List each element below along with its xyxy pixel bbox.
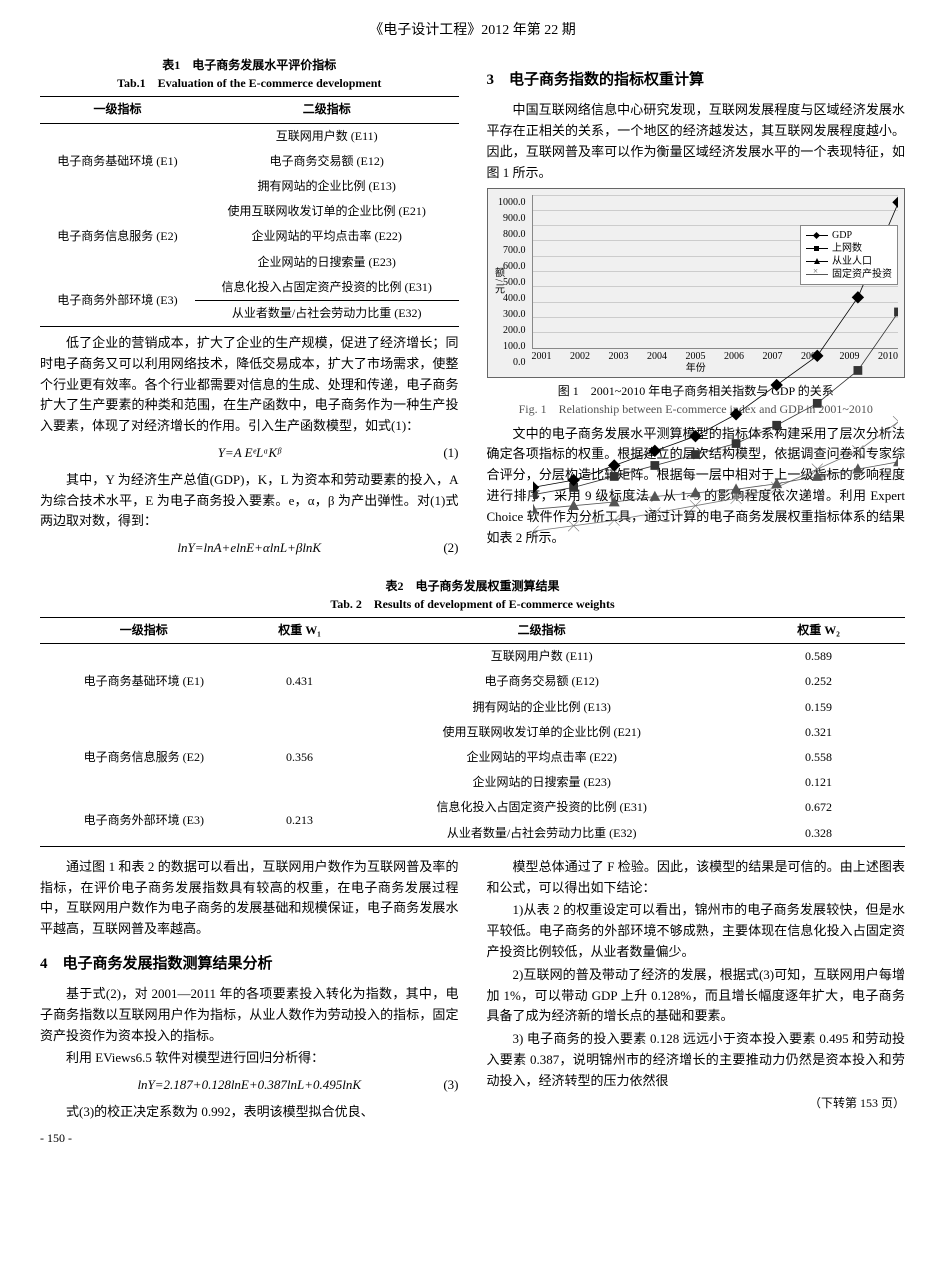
lower-left-p1: 通过图 1 和表 2 的数据可以看出，互联网用户数作为互联网普及率的指标，在评价…: [40, 857, 459, 940]
figure-1-yunit: 额/元: [490, 267, 506, 296]
table2-caption-cn: 表2 电子商务发展权重测算结果: [385, 579, 559, 593]
lower-right-p2: 1)从表 2 的权重设定可以看出，锦州市的电子商务发展较快，但是水平较低。电子商…: [487, 900, 906, 962]
lower-right-p4: 3) 电子商务的投入要素 0.128 远远小于资本投入要素 0.495 和劳动投…: [487, 1029, 906, 1091]
table1-g1-l1: 电子商务信息服务 (E2): [40, 199, 195, 275]
yt8: 200.0: [492, 323, 526, 339]
t2g1r0b: 0.321: [732, 720, 905, 745]
t2g1r1a: 企业网站的平均点击率 (E22): [351, 745, 732, 770]
table1-g0-r1: 电子商务交易额 (E12): [195, 149, 459, 174]
formula-3: lnY=2.187+0.128lnE+0.387lnL+0.495lnK (3): [40, 1075, 459, 1096]
t2g0w1: 0.431: [248, 644, 352, 720]
figure-1-xlabel: 年份: [488, 361, 905, 377]
table2: 一级指标 权重 W₁ 二级指标 权重 W₂ 电子商务基础环境 (E1) 0.43…: [40, 617, 905, 847]
table1-caption-cn: 表1 电子商务发展水平评价指标: [162, 58, 336, 72]
t2g1r2a: 企业网站的日搜索量 (E23): [351, 770, 732, 795]
t2g1w1: 0.356: [248, 720, 352, 796]
table1-g1-r1: 企业网站的平均点击率 (E22): [195, 224, 459, 249]
lg0: GDP: [832, 229, 852, 242]
formula-3-num: (3): [443, 1075, 458, 1096]
lower-columns: 通过图 1 和表 2 的数据可以看出，互联网用户数作为互联网普及率的指标，在评价…: [40, 857, 905, 1148]
section-4-title: 4 电子商务发展指数测算结果分析: [40, 952, 459, 976]
formula-1-expr: Y=A EᵉLᵅKᵝ: [218, 443, 281, 464]
t2g1r2b: 0.121: [732, 770, 905, 795]
t2g0l1: 电子商务基础环境 (E1): [40, 644, 248, 720]
yt9: 100.0: [492, 339, 526, 355]
top-columns: 表1 电子商务发展水平评价指标 Tab.1 Evaluation of the …: [40, 56, 905, 565]
table1-head-l2: 二级指标: [195, 97, 459, 123]
body-left-1-p: 低了企业的营销成本，扩大了企业的生产规模，促进了经济增长；同时电子商务又可以利用…: [40, 333, 459, 437]
formula-2: lnY=lnA+elnE+αlnL+βlnK (2): [40, 538, 459, 559]
table2-h1: 权重 W₁: [248, 618, 352, 644]
table2-h2: 二级指标: [351, 618, 732, 644]
table2-caption-en: Tab. 2 Results of development of E-comme…: [330, 597, 614, 611]
t2g0r2b: 0.159: [732, 695, 905, 720]
t2g1l1: 电子商务信息服务 (E2): [40, 720, 248, 796]
section-4-p2: 利用 EViews6.5 软件对模型进行回归分析得：: [40, 1048, 459, 1069]
figure-1-chart: 1000.0 900.0 800.0 700.0 600.0 500.0 400…: [487, 188, 906, 378]
t2g2r0b: 0.672: [732, 795, 905, 820]
yt7: 300.0: [492, 307, 526, 323]
table1-head-l1: 一级指标: [40, 97, 195, 123]
figure-1-legend: GDP 上网数 从业人口 固定资产投资: [800, 225, 898, 285]
table1-g2-r1: 从业者数量/占社会劳动力比重 (E32): [195, 300, 459, 326]
t2g2l1: 电子商务外部环境 (E3): [40, 795, 248, 846]
section-4-p1: 基于式(2)，对 2001—2011 年的各项要素投入转化为指数，其中，电子商务…: [40, 984, 459, 1046]
table1-caption-en: Tab.1 Evaluation of the E-commerce devel…: [117, 76, 381, 90]
t2g0r1b: 0.252: [732, 669, 905, 694]
t2g2w1: 0.213: [248, 795, 352, 846]
t2g2r0a: 信息化投入占固定资产投资的比例 (E31): [351, 795, 732, 820]
table1-g0-l1: 电子商务基础环境 (E1): [40, 123, 195, 199]
section-4-p3: 式(3)的校正决定系数为 0.992，表明该模型拟合优良、: [40, 1102, 459, 1123]
table2-h0: 一级指标: [40, 618, 248, 644]
t2g0r2a: 拥有网站的企业比例 (E13): [351, 695, 732, 720]
table1-g1-r2: 企业网站的日搜索量 (E23): [195, 250, 459, 275]
lower-right-p3: 2)互联网的普及带动了经济的发展，根据式(3)可知，互联网用户每增加 1%，可以…: [487, 965, 906, 1027]
page-header: 《电子设计工程》2012 年第 22 期: [40, 20, 905, 42]
body-left-2-p: 其中，Y 为经济生产总值(GDP)，K，L 为资本和劳动要素的投入，A 为综合技…: [40, 470, 459, 532]
formula-1: Y=A EᵉLᵅKᵝ (1): [40, 443, 459, 464]
page-number: - 150 -: [40, 1129, 459, 1148]
yt0: 1000.0: [492, 195, 526, 211]
formula-2-expr: lnY=lnA+elnE+αlnL+βlnK: [177, 538, 321, 559]
t2g2r1a: 从业者数量/占社会劳动力比重 (E32): [351, 821, 732, 847]
body-left-2: 其中，Y 为经济生产总值(GDP)，K，L 为资本和劳动要素的投入，A 为综合技…: [40, 470, 459, 532]
formula-3-expr: lnY=2.187+0.128lnE+0.387lnL+0.495lnK: [137, 1075, 361, 1096]
section-4-body: 基于式(2)，对 2001—2011 年的各项要素投入转化为指数，其中，电子商务…: [40, 984, 459, 1069]
table1-g0-r0: 互联网用户数 (E11): [195, 123, 459, 149]
body-left-1: 低了企业的营销成本，扩大了企业的生产规模，促进了经济增长；同时电子商务又可以利用…: [40, 333, 459, 437]
table1-caption: 表1 电子商务发展水平评价指标 Tab.1 Evaluation of the …: [40, 56, 459, 92]
table1-g2-r0: 信息化投入占固定资产投资的比例 (E31): [195, 275, 459, 301]
yt1: 900.0: [492, 211, 526, 227]
lg2: 从业人口: [832, 255, 872, 268]
t2g0r0b: 0.589: [732, 644, 905, 670]
table1-g2-l1: 电子商务外部环境 (E3): [40, 275, 195, 327]
section-3-p1-wrap: 中国互联网络信息中心研究发现，互联网发展程度与区域经济发展水平存在正相关的关系，…: [487, 100, 906, 183]
section-3-p1: 中国互联网络信息中心研究发现，互联网发展程度与区域经济发展水平存在正相关的关系，…: [487, 100, 906, 183]
section-4-p3-wrap: 式(3)的校正决定系数为 0.992，表明该模型拟合优良、: [40, 1102, 459, 1123]
table1: 一级指标 二级指标 电子商务基础环境 (E1) 互联网用户数 (E11) 电子商…: [40, 96, 459, 327]
section-3-title: 3 电子商务指数的指标权重计算: [487, 68, 906, 92]
table2-h3: 权重 W₂: [732, 618, 905, 644]
continued-on-page: （下转第 153 页）: [487, 1094, 906, 1113]
lower-right-p1: 模型总体通过了 F 检验。因此，该模型的结果是可信的。由上述图表和公式，可以得出…: [487, 857, 906, 899]
lower-right-text: 模型总体通过了 F 检验。因此，该模型的结果是可信的。由上述图表和公式，可以得出…: [487, 857, 906, 1092]
t2g0r0a: 互联网用户数 (E11): [351, 644, 732, 670]
lg3: 固定资产投资: [832, 268, 892, 281]
lg1: 上网数: [832, 242, 862, 255]
yt2: 800.0: [492, 227, 526, 243]
table1-g1-r0: 使用互联网收发订单的企业比例 (E21): [195, 199, 459, 224]
yt3: 700.0: [492, 243, 526, 259]
t2g1r1b: 0.558: [732, 745, 905, 770]
lower-left-text: 通过图 1 和表 2 的数据可以看出，互联网用户数作为互联网普及率的指标，在评价…: [40, 857, 459, 940]
t2g0r1a: 电子商务交易额 (E12): [351, 669, 732, 694]
formula-1-num: (1): [443, 443, 458, 464]
formula-2-num: (2): [443, 538, 458, 559]
table2-caption: 表2 电子商务发展权重测算结果 Tab. 2 Results of develo…: [40, 577, 905, 613]
t2g2r1b: 0.328: [732, 821, 905, 847]
t2g1r0a: 使用互联网收发订单的企业比例 (E21): [351, 720, 732, 745]
table1-g0-r2: 拥有网站的企业比例 (E13): [195, 174, 459, 199]
